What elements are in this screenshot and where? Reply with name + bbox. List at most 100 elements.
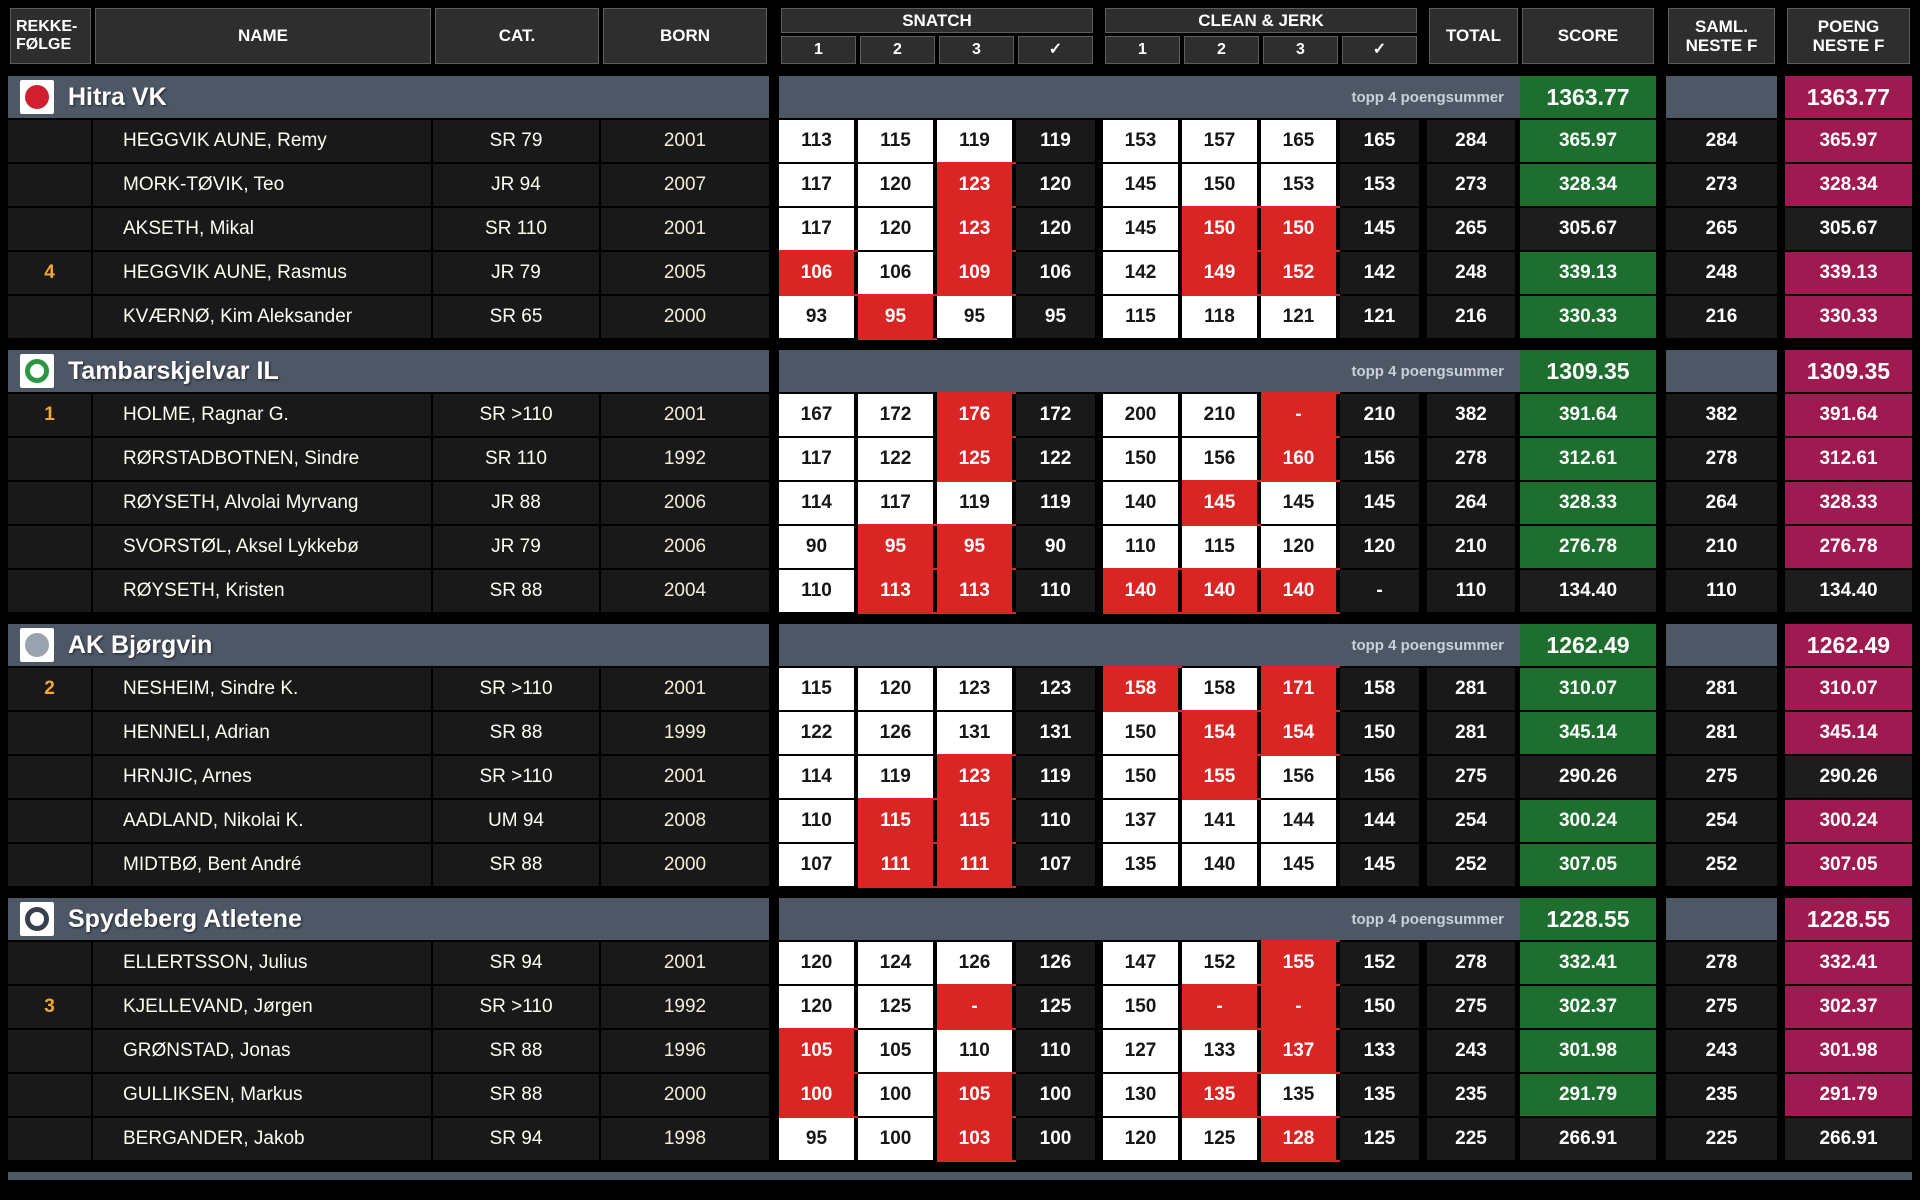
rank-cell: 1 xyxy=(8,394,93,436)
snatch-best: 120 xyxy=(1016,164,1095,206)
rank-cell xyxy=(8,208,93,250)
member-row: HRNJIC, Arnes SR >110 2001 114 119 123 1… xyxy=(8,756,1912,798)
column-header-score: SCORE xyxy=(1522,8,1654,64)
column-header-name: NAME xyxy=(95,8,431,64)
team-header-middle: topp 4 poengsummer xyxy=(779,76,1520,118)
rank-cell xyxy=(8,1030,93,1072)
column-header-clean-jerk: CLEAN & JERK xyxy=(1105,8,1417,33)
snatch-attempt-3: 95 xyxy=(937,526,1016,568)
snatch-attempt-3: 176 xyxy=(937,394,1016,436)
member-row: MIDTBØ, Bent André SR 88 2000 107 111 11… xyxy=(8,844,1912,886)
column-header-cat: CAT. xyxy=(435,8,599,64)
total-cell: 281 xyxy=(1427,712,1520,754)
cj-attempt-1: 150 xyxy=(1103,438,1182,480)
born-cell: 1992 xyxy=(601,438,769,480)
member-row: RØYSETH, Kristen SR 88 2004 110 113 113 … xyxy=(8,570,1912,612)
column-header-saml-neste-f: SAML. NESTE F xyxy=(1668,8,1775,64)
snatch-attempt-2: 100 xyxy=(858,1074,937,1116)
score-cell: 290.26 xyxy=(1520,756,1656,798)
member-row: ELLERTSSON, Julius SR 94 2001 120 124 12… xyxy=(8,942,1912,984)
cat-cell: SR 88 xyxy=(433,712,601,754)
cj-attempt1-header: 1 xyxy=(1105,36,1180,64)
born-cell: 2001 xyxy=(601,120,769,162)
snatch-attempt-3: 113 xyxy=(937,570,1016,612)
snatch-attempt-3: - xyxy=(937,986,1016,1028)
cj-attempt-3: - xyxy=(1261,986,1340,1028)
score-cell: 301.98 xyxy=(1520,1030,1656,1072)
cj-attempt-3: 152 xyxy=(1261,252,1340,294)
score-cell: 291.79 xyxy=(1520,1074,1656,1116)
cj-attempt-1: 120 xyxy=(1103,1118,1182,1160)
cat-cell: SR 88 xyxy=(433,1074,601,1116)
snatch-attempt-2: 105 xyxy=(858,1030,937,1072)
saml-cell: 275 xyxy=(1666,756,1777,798)
cj-attempt-2: 125 xyxy=(1182,1118,1261,1160)
team-members: HEGGVIK AUNE, Remy SR 79 2001 113 115 11… xyxy=(8,120,1912,338)
cj-attempt-2: 154 xyxy=(1182,712,1261,754)
cat-cell: UM 94 xyxy=(433,800,601,842)
score-cell: 365.97 xyxy=(1520,120,1656,162)
score-cell: 310.07 xyxy=(1520,668,1656,710)
snatch-attempt-1: 93 xyxy=(779,296,858,338)
born-cell: 2001 xyxy=(601,208,769,250)
cj-attempt-3: 171 xyxy=(1261,668,1340,710)
snatch-check-icon: ✓ xyxy=(1018,36,1093,64)
column-header-snatch: SNATCH xyxy=(781,8,1093,33)
team-saml-spacer xyxy=(1666,350,1777,392)
born-cell: 2000 xyxy=(601,296,769,338)
poeng-cell: 339.13 xyxy=(1785,252,1912,294)
cat-cell: SR 88 xyxy=(433,844,601,886)
team-logo-icon xyxy=(20,354,54,388)
name-cell: RØYSETH, Alvolai Myrvang xyxy=(93,482,433,524)
snatch-best: 123 xyxy=(1016,668,1095,710)
rank-cell xyxy=(8,756,93,798)
poeng-cell: 266.91 xyxy=(1785,1118,1912,1160)
cj-attempt-1: 145 xyxy=(1103,208,1182,250)
team-score-total: 1363.77 xyxy=(1520,76,1656,118)
team-section: AK Bjørgvin topp 4 poengsummer 1262.49 1… xyxy=(8,624,1912,886)
snatch-best: 172 xyxy=(1016,394,1095,436)
name-cell: GULLIKSEN, Markus xyxy=(93,1074,433,1116)
cat-cell: JR 79 xyxy=(433,526,601,568)
cj-best: 135 xyxy=(1340,1074,1419,1116)
born-cell: 2008 xyxy=(601,800,769,842)
poeng-cell: 301.98 xyxy=(1785,1030,1912,1072)
name-cell: HRNJIC, Arnes xyxy=(93,756,433,798)
name-cell: MORK-TØVIK, Teo xyxy=(93,164,433,206)
cj-attempt-3: 145 xyxy=(1261,844,1340,886)
snatch-attempt-2: 172 xyxy=(858,394,937,436)
team-poeng-total: 1262.49 xyxy=(1785,624,1912,666)
score-cell: 134.40 xyxy=(1520,570,1656,612)
rank-cell xyxy=(8,570,93,612)
cj-best: 142 xyxy=(1340,252,1419,294)
cj-attempt-3: 137 xyxy=(1261,1030,1340,1072)
snatch-attempt-1: 122 xyxy=(779,712,858,754)
born-cell: 2006 xyxy=(601,526,769,568)
cj-attempt-3: 154 xyxy=(1261,712,1340,754)
rekke-line2: FØLGE xyxy=(16,36,72,53)
team-header-row: Spydeberg Atletene topp 4 poengsummer 12… xyxy=(8,898,1912,940)
snatch-attempt-1: 105 xyxy=(779,1030,858,1072)
cj-attempt-3: 135 xyxy=(1261,1074,1340,1116)
snatch-attempt-1: 115 xyxy=(779,668,858,710)
born-cell: 2001 xyxy=(601,394,769,436)
saml-cell: 235 xyxy=(1666,1074,1777,1116)
saml-cell: 110 xyxy=(1666,570,1777,612)
score-cell: 302.37 xyxy=(1520,986,1656,1028)
team-header-middle: topp 4 poengsummer xyxy=(779,350,1520,392)
team-header-row: Tambarskjelvar IL topp 4 poengsummer 130… xyxy=(8,350,1912,392)
snatch-attempt-1: 114 xyxy=(779,482,858,524)
rank-cell xyxy=(8,1074,93,1116)
snatch-attempt-3: 105 xyxy=(937,1074,1016,1116)
team-members: ELLERTSSON, Julius SR 94 2001 120 124 12… xyxy=(8,942,1912,1160)
cj-attempt-3: 155 xyxy=(1261,942,1340,984)
name-cell: HEGGVIK AUNE, Rasmus xyxy=(93,252,433,294)
team-logo-emblem xyxy=(25,633,49,657)
cj-attempt-1: 153 xyxy=(1103,120,1182,162)
member-row: GULLIKSEN, Markus SR 88 2000 100 100 105… xyxy=(8,1074,1912,1116)
cj-best: 158 xyxy=(1340,668,1419,710)
name-cell: RØRSTADBOTNEN, Sindre xyxy=(93,438,433,480)
cj-attempt-1: 200 xyxy=(1103,394,1182,436)
column-header-row: REKKE- FØLGE NAME CAT. BORN SNATCH 1 2 3… xyxy=(8,8,1912,64)
cj-best: 145 xyxy=(1340,208,1419,250)
